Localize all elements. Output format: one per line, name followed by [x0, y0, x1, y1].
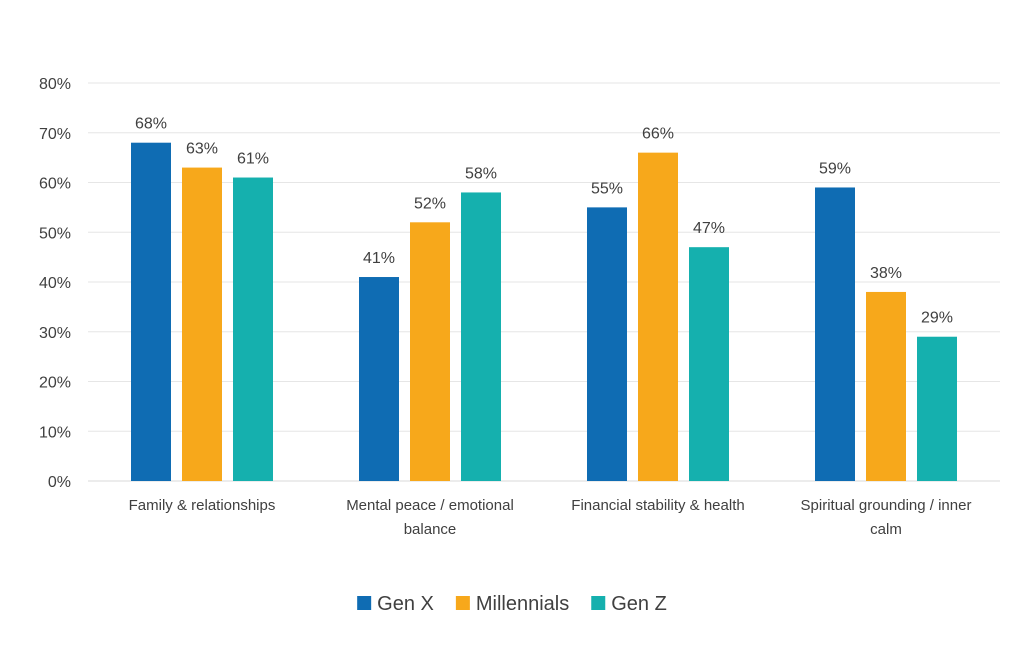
- gridlines: [88, 82, 1000, 482]
- data-label: 55%: [591, 180, 623, 197]
- legend-item-gen-x: Gen X: [357, 593, 434, 615]
- data-label: 58%: [465, 165, 497, 182]
- bar-gen-z: [689, 247, 729, 481]
- x-tick-label: Mental peace / emotional balance: [346, 497, 514, 538]
- bar-gen-z: [917, 336, 957, 481]
- data-label: 68%: [135, 116, 167, 133]
- y-tick-label: 80%: [39, 76, 71, 93]
- x-tick-label: Family & relationships: [129, 497, 276, 514]
- data-label: 63%: [186, 141, 218, 158]
- y-tick-label: 50%: [39, 225, 71, 242]
- bar-gen-z: [233, 177, 273, 481]
- bar-gen-z: [461, 192, 501, 481]
- y-tick-label: 30%: [39, 325, 71, 342]
- data-label: 52%: [414, 195, 446, 212]
- bar-gen-x: [359, 277, 399, 481]
- data-labels: 68% 63% 61% 41% 52% 58% 55% 66% 47% 59% 38% 29%: [135, 116, 953, 327]
- legend-item-gen-z: Gen Z: [591, 593, 667, 615]
- legend-item-millennials: Millennials: [455, 593, 569, 615]
- legend-swatch: [455, 596, 470, 610]
- legend-swatch: [591, 596, 606, 610]
- legend-swatch: [357, 596, 372, 610]
- legend-label: Gen Z: [611, 593, 667, 615]
- data-label: 38%: [870, 265, 902, 282]
- bar-millennials: [866, 291, 906, 481]
- legend-label: Millennials: [476, 593, 569, 615]
- legend-label: Gen X: [377, 593, 434, 615]
- data-label: 59%: [819, 160, 851, 177]
- data-label: 41%: [363, 250, 395, 267]
- x-tick-label: Spiritual grounding / inner calm: [801, 497, 972, 538]
- y-axis: 0% 10% 20% 30% 40% 50% 60% 70% 80%: [39, 76, 71, 491]
- bar-millennials: [410, 222, 450, 482]
- bar-gen-x: [587, 207, 627, 481]
- data-label: 47%: [693, 220, 725, 237]
- bars: [131, 142, 957, 482]
- data-label: 61%: [237, 151, 269, 168]
- bar-gen-x: [131, 142, 171, 481]
- x-tick-label: Financial stability & health: [571, 497, 744, 514]
- y-tick-label: 0%: [48, 474, 71, 491]
- y-tick-label: 20%: [39, 375, 71, 392]
- y-tick-label: 10%: [39, 424, 71, 441]
- bar-gen-x: [815, 187, 855, 481]
- y-tick-label: 40%: [39, 275, 71, 292]
- y-tick-label: 60%: [39, 176, 71, 193]
- y-tick-label: 70%: [39, 126, 71, 143]
- data-label: 66%: [642, 126, 674, 143]
- legend: Gen X Millennials Gen Z: [357, 593, 667, 615]
- bar-millennials: [182, 167, 222, 481]
- bar-millennials: [638, 152, 678, 481]
- data-label: 29%: [921, 310, 953, 327]
- x-axis: Family & relationships Mental peace / emo…: [129, 497, 972, 538]
